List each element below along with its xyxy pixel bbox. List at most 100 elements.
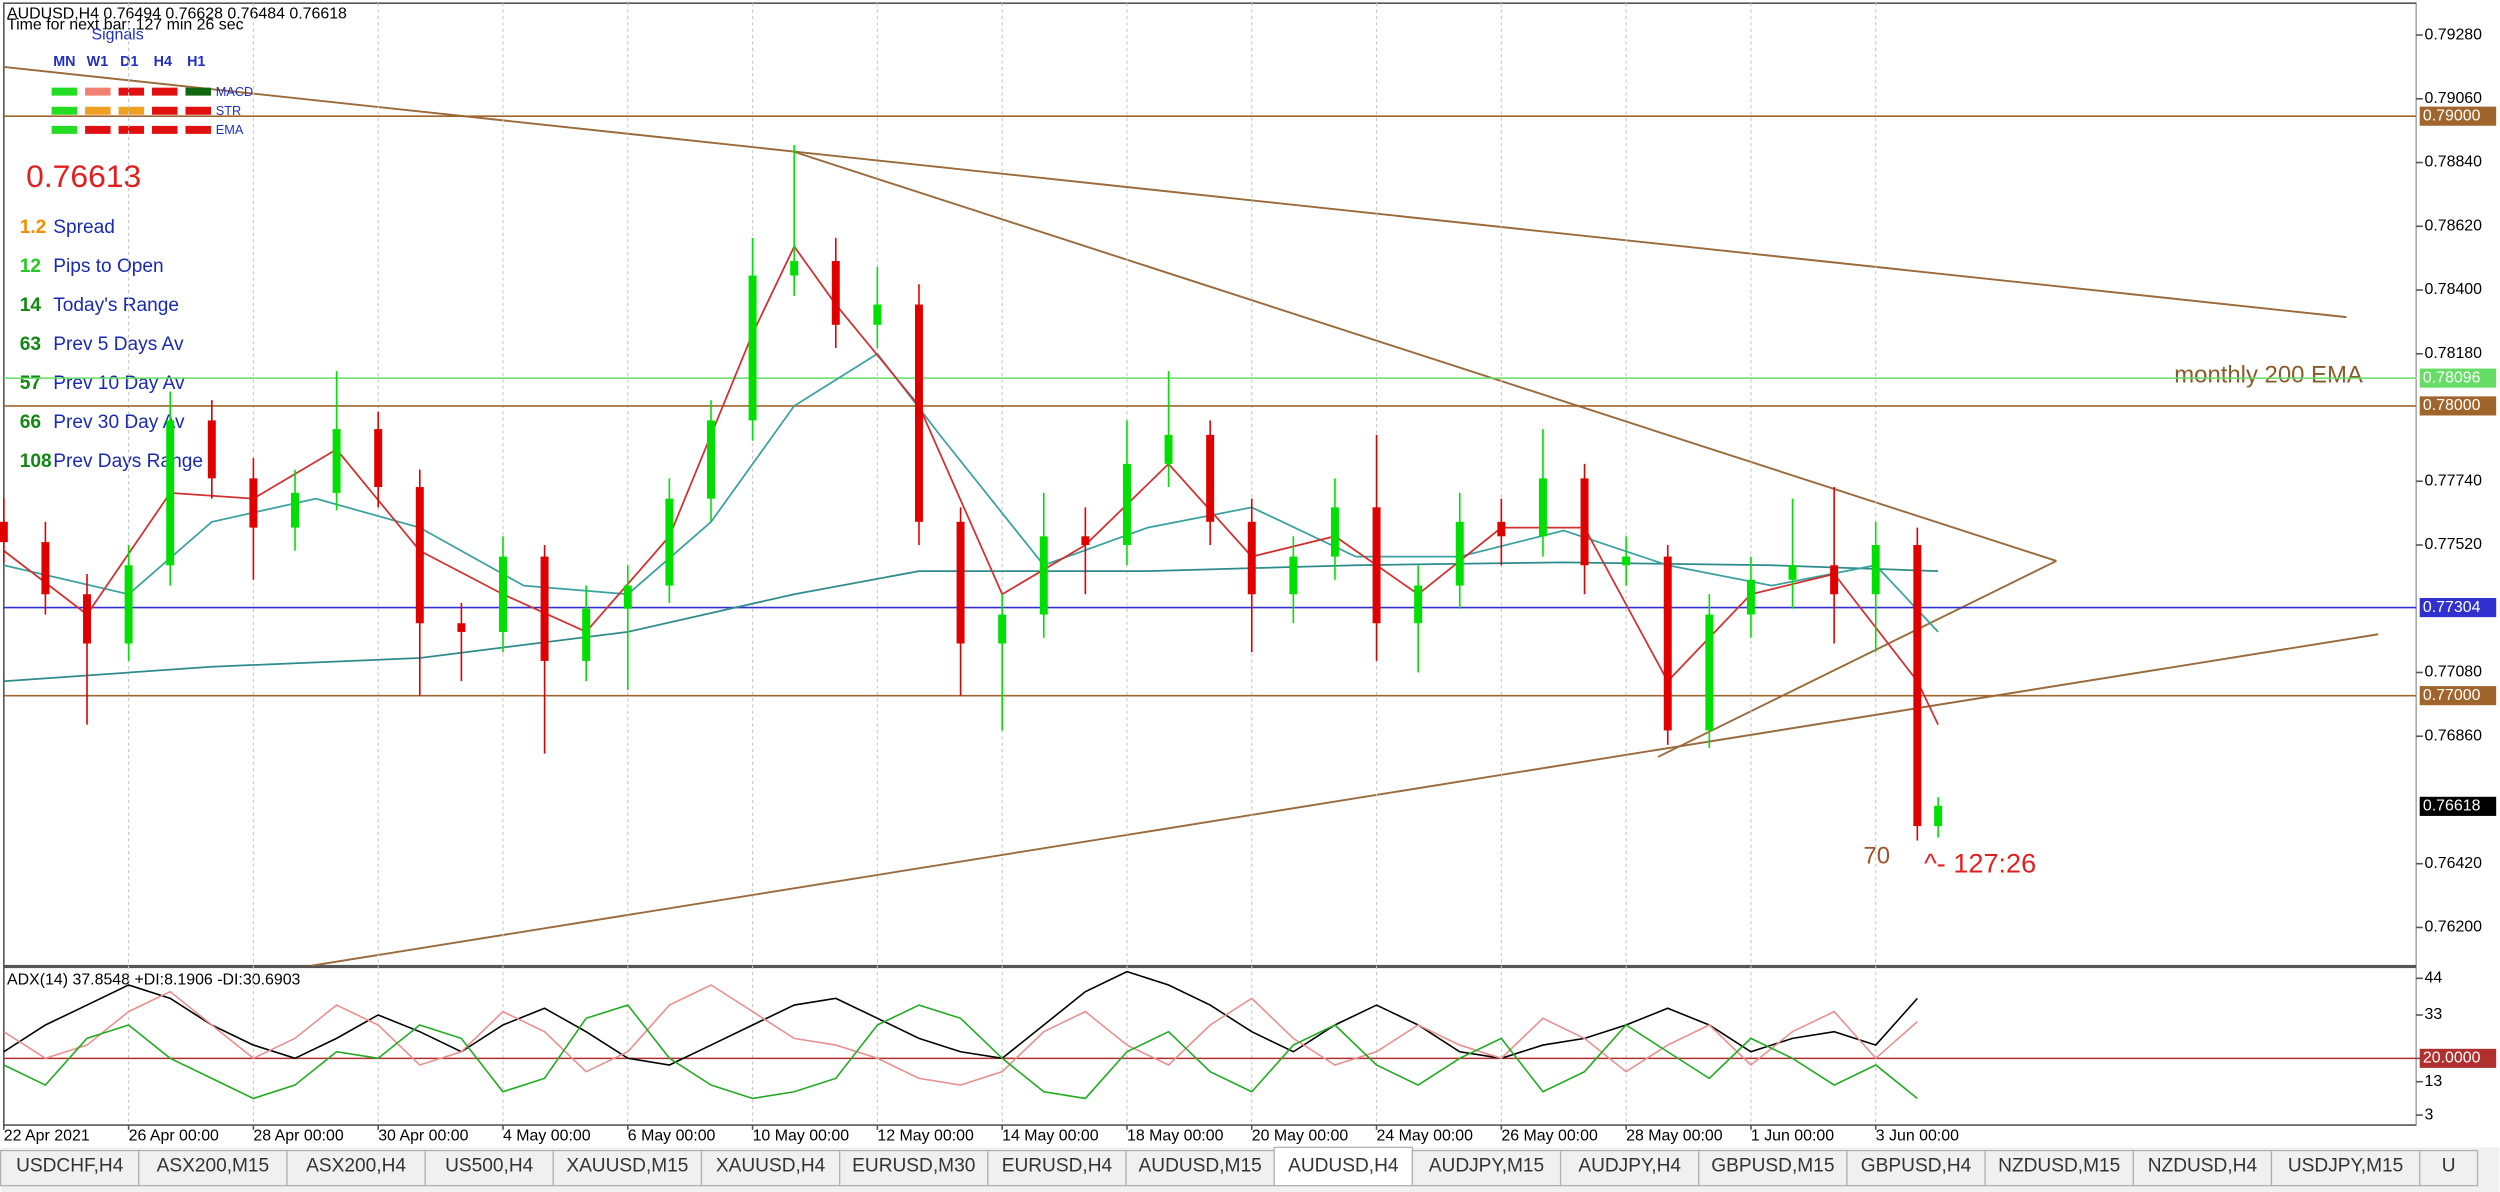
x-tick-label: 10 May 00:00 <box>753 1127 850 1144</box>
candle-body <box>707 420 715 499</box>
y-tick-label: 0.77740 <box>2424 472 2482 489</box>
candle-body <box>1330 507 1339 557</box>
tab[interactable]: AUDJPY,M15 <box>1411 1149 1562 1187</box>
adx-tick-label: 33 <box>2424 1006 2442 1023</box>
trend-lines <box>3 65 2379 967</box>
tab-box <box>1698 1149 1848 1187</box>
tab[interactable]: U <box>2419 1149 2479 1187</box>
candle-body <box>374 429 383 488</box>
info-label: Prev 30 Day Av <box>53 412 185 433</box>
candle-body <box>332 429 341 493</box>
tab-label: ASX200,H4 <box>306 1156 406 1177</box>
tab[interactable]: US500,H4 <box>424 1149 554 1187</box>
info-label: Pips to Open <box>53 256 163 277</box>
y-tick-label: 0.76420 <box>2424 855 2482 872</box>
tab[interactable]: GBPUSD,H4 <box>1846 1149 1986 1187</box>
y-tick-label: 0.79280 <box>2424 26 2482 43</box>
tab[interactable]: ASX200,H4 <box>286 1149 426 1187</box>
x-tick-label: 14 May 00:00 <box>1002 1127 1099 1144</box>
level-label: 0.78000 <box>2423 397 2481 414</box>
tab[interactable]: AUDJPY,H4 <box>1559 1149 1700 1187</box>
annotation: 70 <box>1864 843 1891 870</box>
adx-line <box>3 1004 1918 1100</box>
trend-line <box>311 633 2379 967</box>
x-tick-label: 28 May 00:00 <box>1626 1127 1723 1144</box>
adx-tick-label: 3 <box>2424 1106 2433 1123</box>
y-tick-label: 0.78400 <box>2424 281 2482 298</box>
tab-box <box>138 1149 288 1187</box>
x-tick-label: 26 May 00:00 <box>1501 1127 1598 1144</box>
candle-body <box>1455 521 1464 586</box>
level-label-box <box>2419 106 2497 126</box>
tab-box <box>1846 1149 1986 1187</box>
x-tick-label: 26 Apr 00:00 <box>129 1127 219 1144</box>
info-value: 63 <box>20 334 41 355</box>
trend-line <box>3 65 793 153</box>
candle-body <box>748 275 757 421</box>
tab-label: AUDUSD,M15 <box>1139 1156 1262 1177</box>
trend-line <box>792 150 2347 319</box>
info-value: 14 <box>20 295 42 316</box>
candle-body <box>1497 521 1506 537</box>
tab-label: AUDUSD,H4 <box>1288 1156 1399 1177</box>
candle-body <box>665 498 674 586</box>
moving-average <box>3 561 1939 683</box>
tab[interactable]: NZDUSD,H4 <box>2132 1149 2273 1187</box>
y-tick-label: 0.77080 <box>2424 664 2482 681</box>
candle-body <box>1622 556 1631 566</box>
x-tick-label: 30 Apr 00:00 <box>378 1127 468 1144</box>
signal <box>51 87 78 96</box>
x-tick-label: 6 May 00:00 <box>628 1127 716 1144</box>
candle-body <box>1871 545 1880 595</box>
tab-label: USDJPY,M15 <box>2288 1156 2403 1177</box>
tab[interactable]: AUDUSD,M15 <box>1125 1149 1275 1187</box>
level-label-box <box>2419 686 2497 706</box>
y-tick-label: 0.78180 <box>2424 345 2482 362</box>
tab[interactable]: XAUUSD,M15 <box>552 1149 703 1187</box>
signal <box>185 125 211 134</box>
tab[interactable]: XAUUSD,H4 <box>700 1149 841 1187</box>
x-tick-label: 18 May 00:00 <box>1127 1127 1224 1144</box>
candle-body <box>124 565 133 644</box>
tab[interactable]: ASX200,M15 <box>138 1149 288 1187</box>
tab-label: GBPUSD,M15 <box>1711 1156 1834 1177</box>
level-label: 0.77000 <box>2423 687 2481 704</box>
level-label: 0.78096 <box>2423 369 2481 386</box>
candle-body <box>1663 556 1672 731</box>
candle-body <box>1414 585 1423 624</box>
tab[interactable]: EURUSD,M30 <box>839 1149 989 1187</box>
price-axis <box>2416 0 2500 1129</box>
tab[interactable]: EURUSD,H4 <box>987 1149 1127 1187</box>
candle-body <box>1705 614 1714 731</box>
tab-box <box>2270 1149 2421 1187</box>
tab[interactable]: NZDUSD,M15 <box>1984 1149 2134 1187</box>
x-tick-label: 28 Apr 00:00 <box>253 1127 343 1144</box>
info-label: Prev 5 Days Av <box>53 334 184 355</box>
x-tick-label: 4 May 00:00 <box>503 1127 591 1144</box>
signal-timeframe: H4 <box>154 54 172 70</box>
candle-body <box>41 542 50 595</box>
adx-level-box <box>2419 1048 2497 1068</box>
candle-body <box>1746 579 1755 615</box>
moving-average <box>3 352 1939 633</box>
tab[interactable]: USDCHF,H4 <box>0 1149 140 1187</box>
signal <box>185 106 211 115</box>
current-price-label: 0.76618 <box>2423 798 2481 815</box>
tab[interactable]: USDJPY,M15 <box>2270 1149 2421 1187</box>
big-price: 0.76613 <box>26 158 141 194</box>
signal-timeframe: H1 <box>187 54 205 70</box>
adx-line <box>3 984 1918 1086</box>
signal <box>152 106 178 115</box>
tab[interactable]: GBPUSD,M15 <box>1698 1149 1848 1187</box>
level-label-box <box>2419 396 2497 416</box>
signal-boxes <box>51 87 211 134</box>
tab[interactable]: AUDUSD,H4 <box>1273 1146 1414 1187</box>
tab-label: US500,H4 <box>445 1156 534 1177</box>
candle-body <box>1372 507 1381 624</box>
signal-row: STR <box>216 103 241 118</box>
signal <box>85 87 111 96</box>
level-label: 0.77304 <box>2423 599 2481 616</box>
